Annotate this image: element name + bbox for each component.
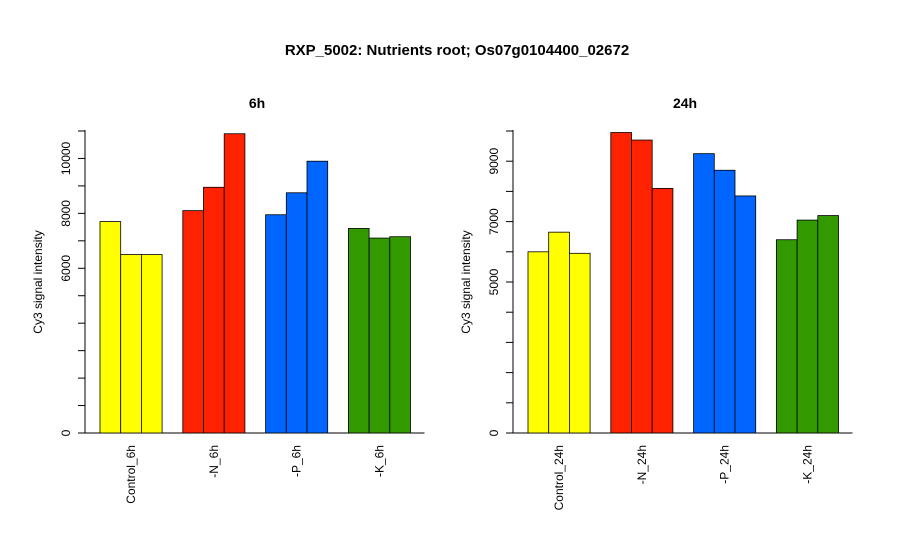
y-tick-label: 6000 <box>59 255 73 282</box>
bar--K_6h-2 <box>368 237 391 434</box>
x-category-label: -K_24h <box>800 445 814 484</box>
y-tick-label: 7000 <box>487 208 501 235</box>
bar--K_24h-3 <box>817 215 839 434</box>
bar--P_6h-1 <box>265 214 287 434</box>
x-category-label: Control_6h <box>124 445 138 504</box>
bar--N_6h-2 <box>203 186 225 434</box>
y-tick-label: 10000 <box>59 141 73 175</box>
bar--N_24h-1 <box>610 132 632 434</box>
bar--P_6h-2 <box>285 192 308 434</box>
bar--K_24h-1 <box>776 239 798 434</box>
y-tick-label: 0 <box>59 429 73 436</box>
bar-Control_6h-3 <box>140 254 163 434</box>
bar-Control_6h-1 <box>99 221 122 434</box>
bar-Control_6h-2 <box>120 254 142 434</box>
panel-6h: 6h Cy3 signal intensity 0 6000 8000 10000 Cont… <box>31 95 425 504</box>
bar--K_6h-3 <box>389 236 411 434</box>
chart-title: RXP_5002: Nutrients root; Os07g0104400_0… <box>285 42 629 59</box>
y-axis-label: Cy3 signal intensity <box>459 230 473 333</box>
y-tick-label: 8000 <box>59 200 73 227</box>
bar-Control_24h-3 <box>569 252 591 434</box>
y-axis-label: Cy3 signal intensity <box>31 230 45 333</box>
y-tick-label: 0 <box>487 429 501 436</box>
bar--N_24h-2 <box>631 139 653 434</box>
bar--P_24h-2 <box>713 169 736 434</box>
bar-Control_24h-1 <box>527 251 550 434</box>
x-category-label: -P_24h <box>718 445 732 484</box>
bar-Control_24h-2 <box>548 231 570 434</box>
bar--N_6h-3 <box>223 133 246 434</box>
bar--P_24h-3 <box>734 195 757 434</box>
x-category-label: -K_6h <box>372 445 386 477</box>
x-category-label: -N_24h <box>635 445 649 484</box>
panel-24h: 24h Cy3 signal intensity 0 5000 7000 9000 Cont… <box>459 95 853 510</box>
bar--P_24h-1 <box>693 153 715 434</box>
bar--K_24h-2 <box>796 219 819 434</box>
panel-title: 6h <box>249 95 265 111</box>
bar--N_6h-1 <box>182 210 204 434</box>
bar--P_6h-3 <box>306 160 329 434</box>
bar--K_6h-1 <box>347 228 370 434</box>
y-tick-label: 9000 <box>487 148 501 175</box>
panel-title: 24h <box>673 95 697 111</box>
x-category-label: -P_6h <box>290 445 304 477</box>
x-category-label: Control_24h <box>552 445 566 510</box>
y-tick-label: 5000 <box>487 268 501 295</box>
bar--N_24h-3 <box>651 187 674 434</box>
x-category-label: -N_6h <box>207 445 221 478</box>
